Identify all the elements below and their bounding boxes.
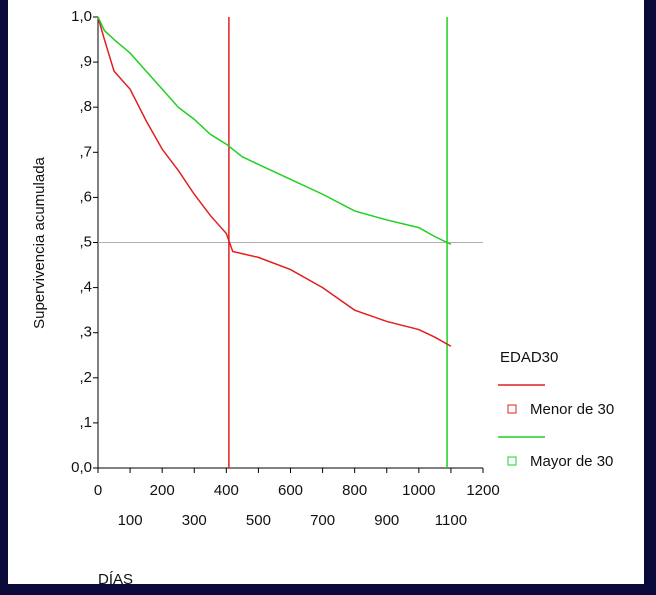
survival-line xyxy=(97,16,452,347)
y-tick-label: ,7 xyxy=(79,143,92,160)
x-axis-label: DÍAS xyxy=(98,571,133,588)
legend-label: Menor de 30 xyxy=(530,401,614,418)
y-tick-label: ,8 xyxy=(79,98,92,115)
x-tick-label: 600 xyxy=(278,482,303,499)
x-tick-label: 1000 xyxy=(402,482,435,499)
y-tick-label: ,5 xyxy=(79,233,92,250)
x-tick-label: 400 xyxy=(214,482,239,499)
x-tick-label: 300 xyxy=(182,512,207,529)
y-tick-label: 0,0 xyxy=(71,459,92,476)
panel xyxy=(8,0,644,584)
y-tick-label: ,4 xyxy=(79,279,92,296)
y-tick-label: ,1 xyxy=(79,414,92,431)
x-tick-label: 700 xyxy=(310,512,335,529)
legend-title: EDAD30 xyxy=(500,349,558,366)
legend-label: Mayor de 30 xyxy=(530,453,613,470)
x-tick-label: 1200 xyxy=(466,482,499,499)
x-tick-label: 0 xyxy=(94,482,102,499)
y-tick-label: ,9 xyxy=(79,53,92,70)
y-tick-label: ,3 xyxy=(79,324,92,341)
survival-line xyxy=(97,16,452,245)
x-tick-label: 900 xyxy=(374,512,399,529)
legend-marker xyxy=(507,456,517,466)
y-tick-label: 1,0 xyxy=(71,8,92,25)
x-tick-label: 200 xyxy=(150,482,175,499)
y-tick-label: ,2 xyxy=(79,369,92,386)
x-tick-label: 100 xyxy=(118,512,143,529)
x-tick-label: 1100 xyxy=(435,512,467,529)
y-axis-label: Supervivencia acumulada xyxy=(31,156,48,328)
legend-marker xyxy=(507,404,517,414)
x-tick-label: 800 xyxy=(342,482,367,499)
x-tick-label: 500 xyxy=(246,512,271,529)
y-tick-label: ,6 xyxy=(79,188,92,205)
